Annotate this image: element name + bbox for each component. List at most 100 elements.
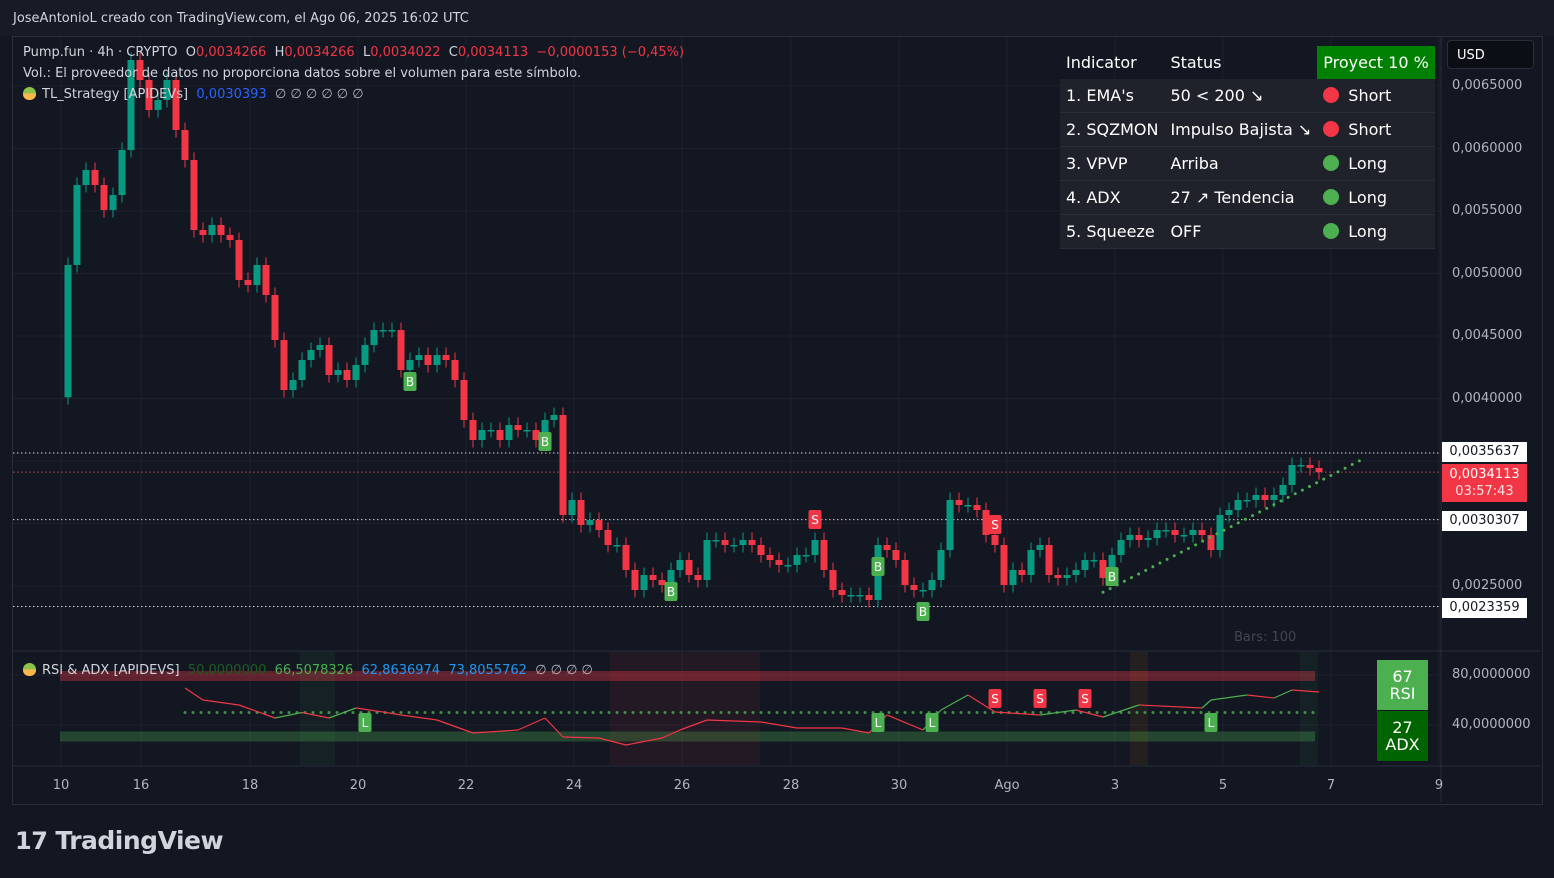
candle-body	[739, 540, 747, 545]
candle	[829, 562, 837, 598]
candle	[613, 537, 621, 553]
candle-body	[424, 355, 432, 365]
candle-body	[838, 590, 846, 595]
strategy-nulls: ∅ ∅ ∅ ∅ ∅ ∅	[274, 87, 364, 102]
signal-badge-text: B	[667, 585, 675, 599]
candle	[136, 52, 144, 88]
rsi-box-value: 67	[1392, 667, 1413, 686]
price-tick: 0,0045000	[1452, 328, 1523, 343]
candle-body	[352, 365, 360, 380]
rsi-line-segment	[679, 719, 708, 731]
candle	[577, 492, 585, 533]
candle-body	[127, 60, 135, 150]
buy-signal: B	[871, 557, 885, 576]
candle	[415, 347, 423, 368]
rsi-line-segment	[1246, 694, 1275, 699]
candle	[892, 542, 900, 568]
candle	[649, 567, 657, 588]
candle	[901, 552, 909, 593]
candle	[289, 372, 297, 398]
candle	[1315, 460, 1323, 480]
candle-body	[460, 380, 468, 420]
candle	[631, 562, 639, 598]
time-tick: 10	[52, 778, 70, 793]
rsi-short-signal: S	[1033, 689, 1047, 708]
time-tick: 22	[457, 778, 475, 793]
candle-body	[64, 265, 72, 398]
signal-badge-bg	[988, 515, 1002, 534]
candle	[1027, 542, 1035, 583]
candle-body	[451, 360, 459, 380]
rsi-zone	[1130, 652, 1148, 765]
rsi-line-segment	[436, 719, 474, 734]
candle	[145, 72, 153, 118]
strategy-legend[interactable]: TL_Strategy [APIDEVs] 0,0030393 ∅ ∅ ∅ ∅ …	[23, 87, 364, 102]
candle-body	[487, 430, 495, 432]
candle	[1306, 457, 1314, 476]
candle	[1099, 552, 1107, 586]
candle	[793, 547, 801, 573]
candle	[910, 577, 918, 598]
candle-body	[694, 575, 702, 580]
candle-body	[469, 420, 477, 440]
indicator-signal: Short	[1317, 79, 1435, 113]
open-label: O	[185, 45, 196, 60]
candle-body	[937, 550, 945, 580]
candle-body	[496, 430, 504, 440]
candle	[1081, 552, 1089, 578]
signal-badge-bg	[538, 432, 552, 451]
candle-body	[1063, 575, 1071, 578]
candle-body	[1288, 465, 1296, 485]
signal-badge-text: B	[541, 435, 549, 449]
high-value: 0,0034266	[284, 45, 355, 60]
signal-badge-bg	[871, 557, 885, 576]
candle	[802, 547, 810, 563]
rsi-line-segment	[382, 711, 402, 716]
candle	[433, 347, 441, 373]
time-tick: 20	[349, 778, 367, 793]
rsi-line-segment	[184, 687, 204, 701]
signal-badge-bg	[1204, 713, 1218, 732]
sell-signal: S	[808, 510, 822, 529]
signal-badge-bg	[916, 602, 930, 621]
time-tick: 7	[1326, 778, 1336, 793]
signal-badge-bg	[358, 713, 372, 732]
candle-body	[1234, 500, 1242, 510]
time-tick: 26	[673, 778, 691, 793]
rsi-line-segment	[1075, 709, 1104, 718]
rsi-line-segment	[517, 717, 546, 731]
candle-body	[595, 520, 603, 530]
candle-body	[253, 265, 261, 285]
rsi-legend[interactable]: RSI & ADX [APIDEVS] 50,0000000 66,507832…	[23, 663, 593, 678]
time-tick: Ago	[994, 778, 1020, 793]
candle-body	[307, 350, 315, 360]
rsi-line-segment	[886, 714, 924, 731]
buy-signal: B	[1105, 567, 1119, 586]
candle	[1261, 487, 1269, 508]
indicator-row: 4. ADX 27 ↗ Tendencia Long	[1060, 180, 1435, 215]
signal-badge-text: B	[406, 375, 414, 389]
tradingview-logo[interactable]: 17 TradingView	[15, 826, 224, 855]
signal-badge-text: B	[919, 605, 927, 619]
candle-body	[910, 585, 918, 590]
candle-body	[766, 555, 774, 560]
signal-label: Long	[1348, 154, 1387, 173]
symbol-info[interactable]: Pump.fun · 4h · CRYPTO	[23, 45, 178, 60]
candle	[244, 272, 252, 293]
indicator-signal: Long	[1317, 146, 1435, 181]
candle	[307, 342, 315, 368]
price-tick: 0,0050000	[1452, 266, 1523, 281]
candle-body	[361, 345, 369, 365]
indicator-status: Arriba	[1164, 146, 1318, 181]
adx-box-value: 27	[1392, 718, 1413, 737]
candle-body	[1180, 535, 1188, 537]
candle-body	[1117, 540, 1125, 555]
candle-body	[955, 500, 963, 505]
rsi-line-segment	[661, 729, 681, 739]
currency-button[interactable]: USD	[1447, 40, 1534, 69]
candle	[847, 587, 855, 603]
candle	[712, 532, 720, 548]
candle-body	[721, 540, 729, 545]
candle-body	[1216, 515, 1224, 550]
